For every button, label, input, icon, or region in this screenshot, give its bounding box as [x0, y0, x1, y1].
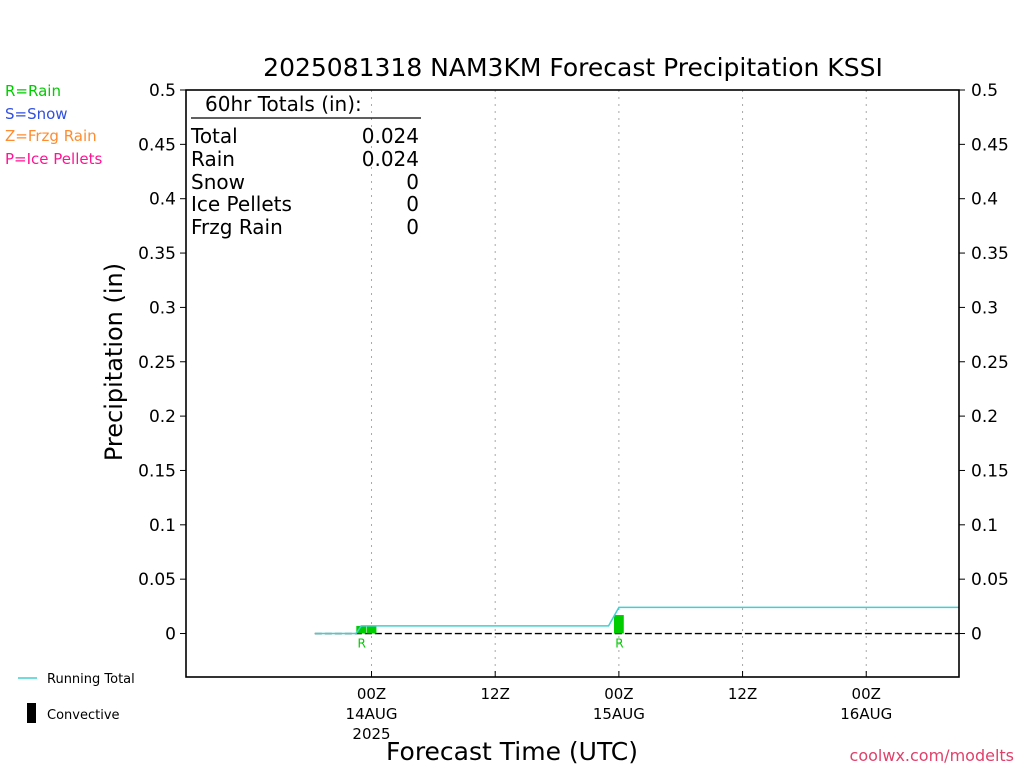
precip-type-label: R — [615, 637, 623, 651]
x-tick-label: 00Z — [852, 685, 881, 703]
precip-type-label: R — [358, 637, 366, 651]
totals-value-snow: 0 — [406, 170, 419, 194]
y-tick-label-left: 0.35 — [138, 244, 176, 264]
y-tick-label-left: 0.4 — [149, 190, 176, 210]
x-tick-label: 12Z — [728, 685, 757, 703]
x-tick-year: 2025 — [352, 725, 390, 743]
totals-value-rain: 0.024 — [362, 147, 419, 171]
vertical-grid — [371, 90, 867, 677]
y-axis-label: Precipitation (in) — [100, 263, 128, 461]
y-tick-label-right: 0.25 — [971, 353, 1009, 373]
type-legend-rain: R=Rain — [5, 82, 61, 100]
running-total-line — [314, 606, 959, 635]
y-tick-label-right: 0.05 — [971, 570, 1009, 590]
totals-value-frzg-rain: 0 — [406, 215, 419, 239]
y-tick-label-left: 0.45 — [138, 135, 176, 155]
totals-value-ice-pellets: 0 — [406, 192, 419, 216]
x-tick-label: 12Z — [481, 685, 510, 703]
convective-legend-swatch — [27, 703, 36, 723]
y-tick-label-right: 0.4 — [971, 190, 998, 210]
credit-text: coolwx.com/modelts — [850, 746, 1014, 765]
plot-frame — [185, 89, 960, 678]
x-tick-label: 00Z — [604, 685, 633, 703]
x-tick-date: 14AUG — [346, 705, 398, 723]
y-tick-label-left: 0.05 — [138, 570, 176, 590]
x-axis-label: Forecast Time (UTC) — [386, 737, 638, 766]
precip-bar — [356, 625, 367, 634]
precip-bar — [366, 625, 377, 634]
y-tick-label-right: 0.5 — [971, 81, 998, 101]
totals-box: 60hr Totals (in): Total 0.024 Rain 0.024… — [190, 92, 421, 239]
totals-label-total: Total — [190, 124, 238, 148]
y-tick-label-right: 0.35 — [971, 244, 1009, 264]
y-tick-label-left: 0.15 — [138, 461, 176, 481]
y-tick-label-left: 0.1 — [149, 516, 176, 536]
chart-title: 2025081318 NAM3KM Forecast Precipitation… — [263, 53, 883, 82]
precip-bar — [613, 615, 624, 634]
y-tick-label-right: 0.2 — [971, 407, 998, 427]
y-tick-label-right: 0 — [971, 625, 982, 645]
y-tick-label-right: 0.1 — [971, 516, 998, 536]
totals-value-total: 0.024 — [362, 124, 419, 148]
running-total-legend-label: Running Total — [47, 672, 135, 687]
running-total-series — [314, 606, 959, 635]
y-tick-label-left: 0.3 — [149, 298, 176, 318]
y-tick-label-left: 0.25 — [138, 353, 176, 373]
x-tick-date: 15AUG — [593, 705, 645, 723]
y-tick-label-left: 0.2 — [149, 407, 176, 427]
totals-label-rain: Rain — [191, 147, 235, 171]
totals-label-ice-pellets: Ice Pellets — [191, 192, 292, 216]
y-axis-ticks: 0 00.05 0.050.1 0.10.15 0.150.2 0.20.25 0.250.… — [138, 81, 1009, 645]
x-tick-date: 16AUG — [840, 705, 892, 723]
type-legend-ice-pellets: P=Ice Pellets — [5, 150, 102, 168]
y-tick-label-right: 0.3 — [971, 298, 998, 318]
y-tick-label-right: 0.15 — [971, 461, 1009, 481]
type-legend: R=Rain S=Snow Z=Frzg Rain P=Ice Pellets — [5, 82, 102, 168]
totals-label-snow: Snow — [191, 170, 245, 194]
totals-heading: 60hr Totals (in): — [205, 92, 362, 116]
y-tick-label-left: 0.5 — [149, 81, 176, 101]
convective-legend-label: Convective — [47, 708, 120, 723]
x-tick-label: 00Z — [357, 685, 386, 703]
y-tick-label-right: 0.45 — [971, 135, 1009, 155]
y-tick-label-left: 0 — [165, 625, 176, 645]
line-legend: Running Total Convective — [18, 672, 135, 723]
type-legend-snow: S=Snow — [5, 105, 68, 123]
type-legend-frzg-rain: Z=Frzg Rain — [5, 127, 97, 145]
x-axis-ticks: 00Z 14AUG 2025 12Z 00Z 15AUG 12Z 00Z 16AUG — [346, 671, 892, 743]
totals-label-frzg-rain: Frzg Rain — [191, 215, 283, 239]
